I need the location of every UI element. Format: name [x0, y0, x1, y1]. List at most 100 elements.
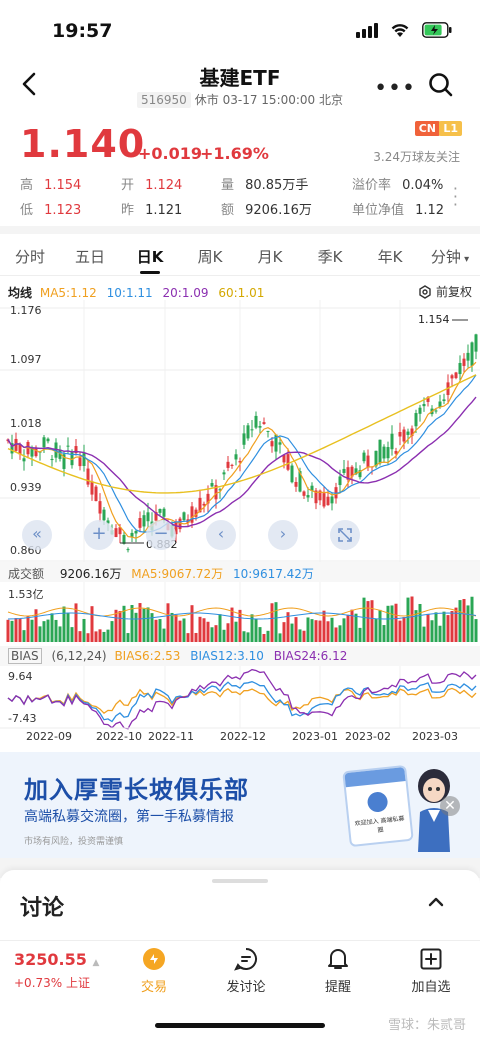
tab-day-k[interactable]: 日K: [120, 240, 180, 274]
volume-bar: [134, 612, 138, 642]
candle-body: [302, 491, 306, 496]
volume-bar: [170, 612, 174, 642]
candle-body: [230, 464, 234, 466]
back-icon[interactable]: [18, 72, 42, 96]
volume-bar: [414, 610, 418, 642]
volume-bar: [338, 625, 342, 642]
nav-trade[interactable]: 交易: [119, 946, 189, 995]
nav-remind[interactable]: 提醒: [303, 946, 373, 995]
candle-body: [254, 415, 258, 428]
volume-bar: [426, 613, 430, 642]
nav-add-watchlist[interactable]: 加自选: [396, 946, 466, 995]
candle-body: [66, 445, 70, 447]
fullscreen-button[interactable]: [330, 520, 360, 550]
drag-handle[interactable]: [212, 879, 268, 883]
scroll-left-fast-button[interactable]: «: [22, 520, 52, 550]
volume-bar: [286, 612, 290, 642]
candle-body: [58, 449, 62, 459]
tab-wuri[interactable]: 五日: [74, 248, 105, 266]
candle-body: [114, 528, 118, 538]
volume-bar: [70, 627, 74, 642]
volume-y-tick: 1.53亿: [8, 588, 44, 601]
volume-bar: [330, 617, 334, 642]
adjust-toggle[interactable]: 前复权: [418, 283, 472, 300]
candle-body: [202, 503, 206, 506]
discussion-title[interactable]: 讨论: [20, 896, 65, 921]
stat-volume-label: 量: [221, 178, 235, 193]
tab-month-k[interactable]: 月K: [257, 248, 283, 266]
candle-body: [406, 431, 410, 435]
x-label-2: 2022-10: [96, 730, 142, 743]
volume-bar: [398, 620, 402, 642]
candle-body: [454, 372, 458, 379]
followers-count[interactable]: 3.24万球友关注: [373, 150, 460, 164]
candle-body: [142, 515, 146, 527]
candle-body: [294, 481, 298, 487]
candle-body: [246, 425, 250, 439]
bias-legend: BIAS (6,12,24) BIAS6:2.53 BIAS12:3.10 BI…: [8, 648, 347, 664]
volume-bar: [6, 619, 10, 642]
volume-bar: [322, 610, 326, 642]
volume-bar: [146, 607, 150, 642]
bias-header: [0, 646, 480, 666]
candle-body: [130, 532, 134, 537]
volume-bar: [178, 620, 182, 642]
home-indicator[interactable]: [155, 1023, 325, 1028]
candle-body: [410, 428, 414, 437]
stat-amount-value: 9206.16万: [245, 203, 312, 218]
search-icon[interactable]: [428, 72, 454, 98]
tab-year-k[interactable]: 年K: [377, 248, 403, 266]
candle-body: [82, 453, 86, 466]
candle-body: [394, 450, 398, 454]
kline-chart[interactable]: [0, 278, 480, 748]
chevron-up-icon[interactable]: [428, 896, 444, 908]
candle-body: [90, 481, 94, 495]
status-icons: [356, 22, 452, 38]
candle-body: [122, 534, 126, 544]
volume-bar: [274, 602, 278, 642]
bias-label[interactable]: BIAS: [8, 648, 42, 664]
bias12-value: BIAS12:3.10: [190, 649, 264, 663]
volume-bar: [410, 596, 414, 642]
add-icon: [420, 948, 442, 970]
volume-bar: [442, 611, 446, 642]
volume-bar: [458, 600, 462, 642]
volume-bar: [470, 596, 474, 642]
candle-body: [242, 433, 246, 445]
banner-close-icon[interactable]: ✕: [440, 796, 460, 816]
volume-bar: [98, 629, 102, 642]
nav-post[interactable]: 发讨论: [211, 946, 281, 995]
stat-prev: 昨 1.121: [121, 199, 182, 218]
tab-quarter-k[interactable]: 季K: [317, 248, 343, 266]
index-value[interactable]: 3250.55 ▲: [14, 950, 100, 969]
volume-bar: [390, 605, 394, 642]
candle-body: [414, 413, 418, 427]
zoom-in-button[interactable]: +: [84, 520, 114, 550]
candle-body: [366, 455, 370, 468]
candle-body: [262, 422, 266, 424]
tab-minute[interactable]: 分钟 ▾: [430, 248, 470, 266]
candle-body: [174, 522, 178, 535]
candle-body: [442, 399, 446, 401]
volume-bar: [166, 603, 170, 642]
x-label-4: 2022-12: [220, 730, 266, 743]
nav-trade-label: 交易: [140, 980, 167, 995]
tab-fenshi[interactable]: 分时: [14, 248, 45, 266]
volume-bar: [246, 632, 250, 642]
scroll-left-button[interactable]: ‹: [206, 520, 236, 550]
volume-bar: [430, 620, 434, 642]
stats-more-icon[interactable]: · · ·: [452, 179, 458, 214]
candle-body: [178, 518, 182, 530]
zoom-out-button[interactable]: −: [146, 520, 176, 550]
scroll-right-button[interactable]: ›: [268, 520, 298, 550]
ma5-line: [7, 361, 477, 539]
ma5-value: MA5:1.12: [39, 286, 97, 300]
market-status: 516950 休市 03-17 15:00:00 北京: [0, 91, 480, 108]
nav-post-label: 发讨论: [226, 980, 266, 995]
tab-week-k[interactable]: 周K: [197, 248, 223, 266]
high-mark-label: 1.154: [418, 313, 450, 326]
more-icon[interactable]: •••: [374, 76, 416, 101]
candle-body: [74, 446, 78, 454]
stat-premium: 溢价率 0.04%: [352, 174, 443, 193]
banner-card-text: 欢迎加入 高端私募圈: [354, 815, 405, 835]
